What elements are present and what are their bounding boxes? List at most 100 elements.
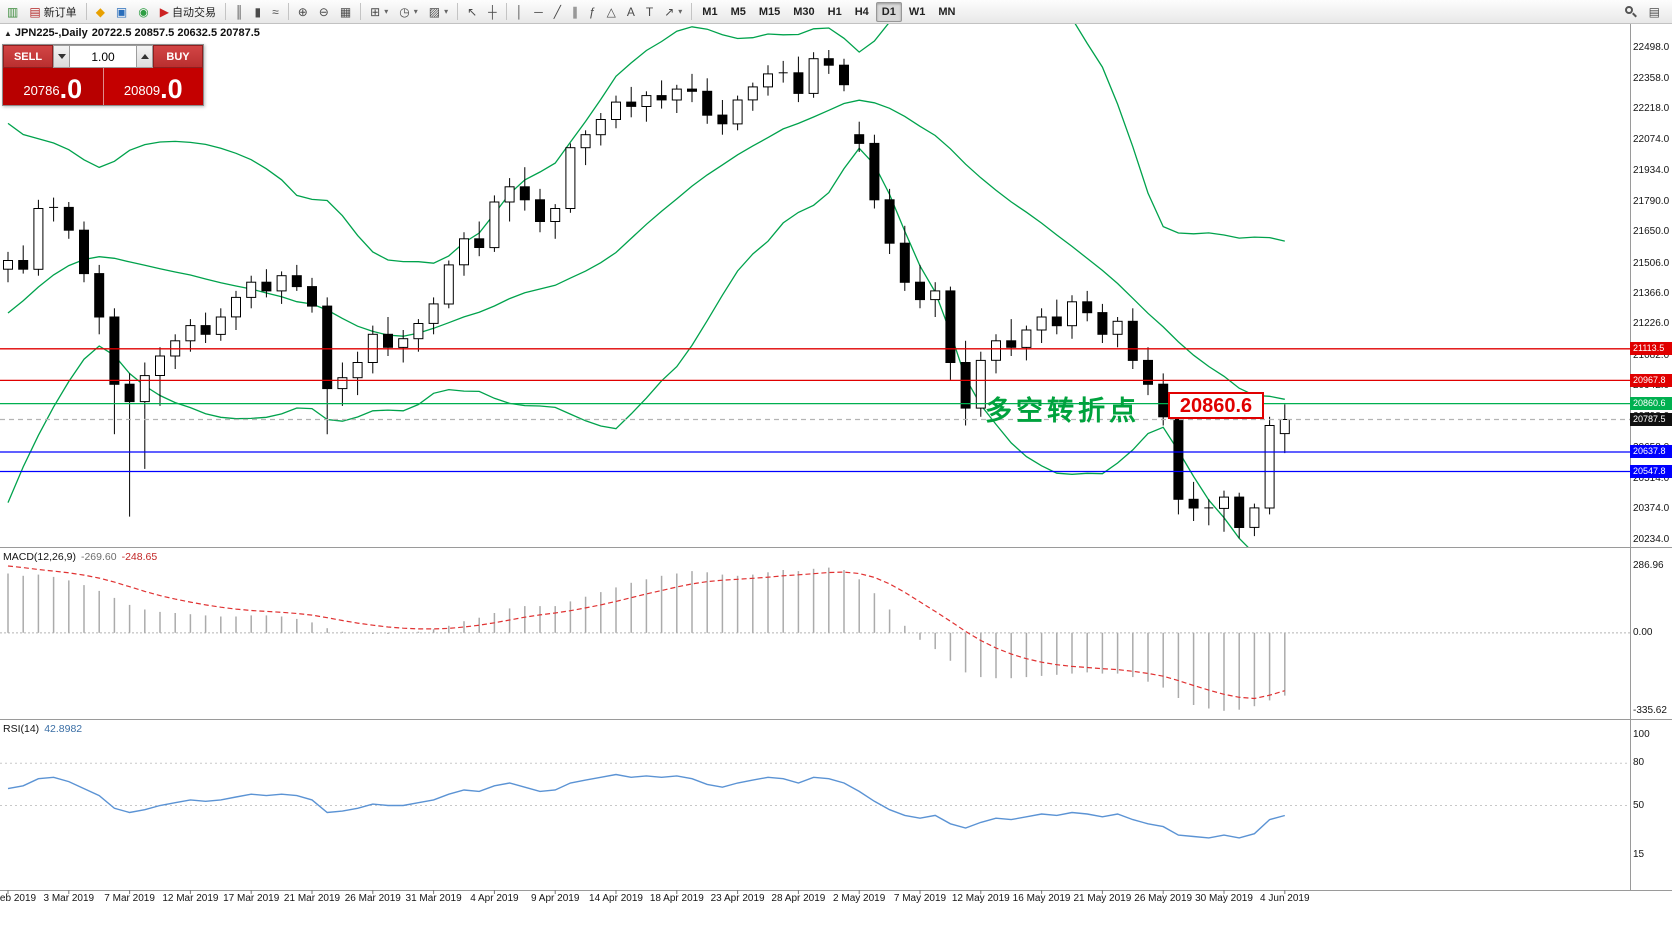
- price-line-label: 21113.5: [1630, 342, 1672, 356]
- shapes-button[interactable]: △: [602, 2, 621, 22]
- date-axis-label: 26 Feb 2019: [0, 893, 37, 904]
- price-axis-tick: 22498.0: [1633, 42, 1670, 54]
- new-order-label: 新订单: [43, 6, 77, 19]
- timeframe-d1-label: D1: [881, 5, 896, 18]
- mql5-community-icon: ◉: [138, 4, 149, 19]
- terminal-button[interactable]: ▣: [111, 2, 132, 22]
- text-label-icon: T: [645, 4, 654, 19]
- volume-increase-button[interactable]: [136, 45, 153, 68]
- macd-main-value: -269.60: [80, 551, 117, 563]
- text-label-button[interactable]: T: [641, 2, 658, 22]
- date-axis-label: 21 Mar 2019: [283, 893, 341, 904]
- rsi-axis-tick: 50: [1633, 799, 1645, 811]
- trendline-icon: ╱: [553, 4, 561, 19]
- toolbar-left-group: ▥ ▤ 新订单 ◆ ▣ ◉ ▶ 自动交易 ║ ▮ ≈ ⊕ ⊖ ▦ ⊞ ▾ ◷ ▾ ▨ ▾ ↖ ┼ │ ─ ╱ ∥ ƒ △ A T ↗ ▾ M1 M…: [2, 1, 961, 22]
- autotrading-label: 自动交易: [171, 6, 216, 19]
- templates-icon: ▨: [428, 4, 441, 19]
- price-axis-tick: 21650.0: [1633, 226, 1670, 238]
- price-axis-tick: 20234.0: [1633, 533, 1670, 545]
- vertical-line-button[interactable]: │: [511, 2, 529, 22]
- timeframe-w1-button[interactable]: W1: [903, 2, 932, 22]
- new-chart-button[interactable]: ▥: [2, 2, 23, 22]
- data-window-icon: ▤: [1648, 4, 1660, 19]
- price-axis-tick: 20374.0: [1633, 503, 1670, 515]
- horizontal-line-button[interactable]: ─: [529, 2, 548, 22]
- price-axis-tick: 22074.0: [1633, 134, 1670, 146]
- bar-chart-button[interactable]: ║: [230, 2, 249, 22]
- date-axis-label: 23 Apr 2019: [710, 893, 765, 904]
- sell-price[interactable]: 20786 .0: [3, 68, 104, 105]
- text-button[interactable]: A: [622, 2, 640, 22]
- buy-price[interactable]: 20809 .0: [103, 68, 203, 105]
- rsi-axis-tick: 80: [1633, 757, 1645, 769]
- date-axis-label: 14 Apr 2019: [589, 893, 643, 904]
- crosshair-button[interactable]: ┼: [483, 2, 502, 22]
- fibonacci-retracement-button[interactable]: ƒ: [584, 2, 601, 22]
- price-axis-tick: 21366.0: [1633, 287, 1670, 299]
- equidistant-channel-button[interactable]: ∥: [567, 2, 583, 22]
- metaeditor-icon: ◆: [95, 4, 105, 19]
- tile-windows-button[interactable]: ▦: [335, 2, 356, 22]
- timeframe-m15-button[interactable]: M15: [753, 2, 786, 22]
- volume-input[interactable]: [70, 45, 136, 68]
- autotrading-icon: ▶: [159, 4, 169, 19]
- indicators-button[interactable]: ⊞ ▾: [365, 2, 393, 22]
- trade-panel-top-row: SELL BUY: [3, 45, 203, 68]
- turning-point-price-box[interactable]: 20860.6: [1168, 392, 1264, 419]
- toolbar-separator: [85, 3, 87, 20]
- timeframe-m30-button[interactable]: M30: [787, 2, 820, 22]
- timeframe-m5-button[interactable]: M5: [725, 2, 752, 22]
- buy-button[interactable]: BUY: [153, 45, 203, 68]
- mql5-community-button[interactable]: ◉: [133, 2, 153, 22]
- line-chart-button[interactable]: ≈: [267, 2, 284, 22]
- zoom-out-button[interactable]: ⊖: [314, 2, 334, 22]
- date-axis-label: 30 May 2019: [1195, 893, 1253, 904]
- date-axis-label: 16 May 2019: [1012, 893, 1071, 904]
- timeframe-mn-label: MN: [938, 5, 956, 18]
- equidistant-channel-icon: ∥: [571, 4, 578, 19]
- macd-axis-tick: -335.62: [1633, 704, 1667, 716]
- turning-point-annotation[interactable]: 多空转折点: [985, 396, 1140, 426]
- toolbar-separator: [287, 3, 289, 20]
- price-axis-tick: 22358.0: [1633, 72, 1670, 84]
- trendline-button[interactable]: ╱: [549, 2, 566, 22]
- price-axis-tick: 21790.0: [1633, 195, 1670, 207]
- toolbar-right-group: ▤: [1619, 2, 1665, 22]
- macd-signal-value: -248.65: [121, 551, 158, 563]
- arrow-objects-button[interactable]: ↗ ▾: [659, 2, 687, 22]
- toolbar-separator: [457, 3, 459, 20]
- date-axis-label: 17 Mar 2019: [223, 893, 280, 904]
- metaeditor-button[interactable]: ◆: [91, 2, 110, 22]
- dropdown-arrow-icon: ▾: [444, 7, 449, 16]
- data-window-button[interactable]: ▤: [1644, 2, 1665, 22]
- periods-button[interactable]: ◷ ▾: [394, 2, 423, 22]
- sell-price-main: 20786: [23, 83, 60, 98]
- candlestick-chart-button[interactable]: ▮: [250, 2, 267, 22]
- date-axis-label: 4 Apr 2019: [470, 893, 519, 904]
- tile-windows-icon: ▦: [339, 4, 352, 19]
- timeframe-h4-button[interactable]: H4: [849, 2, 875, 22]
- magnifier-icon: [1624, 5, 1637, 18]
- templates-button[interactable]: ▨ ▾: [424, 2, 453, 22]
- zoom-in-button[interactable]: ⊕: [293, 2, 313, 22]
- timeframe-mn-button[interactable]: MN: [932, 2, 961, 22]
- expand-arrow-icon[interactable]: ▲: [4, 29, 12, 38]
- new-chart-icon: ▥: [7, 4, 19, 19]
- new-order-button[interactable]: ▤ 新订单: [24, 2, 81, 22]
- autotrading-button[interactable]: ▶ 自动交易: [155, 2, 221, 22]
- timeframe-m1-button[interactable]: M1: [696, 2, 723, 22]
- dropdown-arrow-icon: ▾: [678, 7, 683, 16]
- price-axis-tick: 21934.0: [1633, 164, 1670, 176]
- sell-button[interactable]: SELL: [3, 45, 53, 68]
- date-axis-label: 12 May 2019: [951, 893, 1010, 904]
- date-axis-label: 3 Mar 2019: [43, 893, 95, 904]
- toolbar-separator: [360, 3, 362, 20]
- volume-decrease-button[interactable]: [53, 45, 70, 68]
- timeframe-d1-button[interactable]: D1: [875, 1, 902, 22]
- timeframe-h1-button[interactable]: H1: [822, 2, 848, 22]
- quick-search-button[interactable]: [1619, 2, 1642, 22]
- cursor-button[interactable]: ↖: [462, 2, 482, 22]
